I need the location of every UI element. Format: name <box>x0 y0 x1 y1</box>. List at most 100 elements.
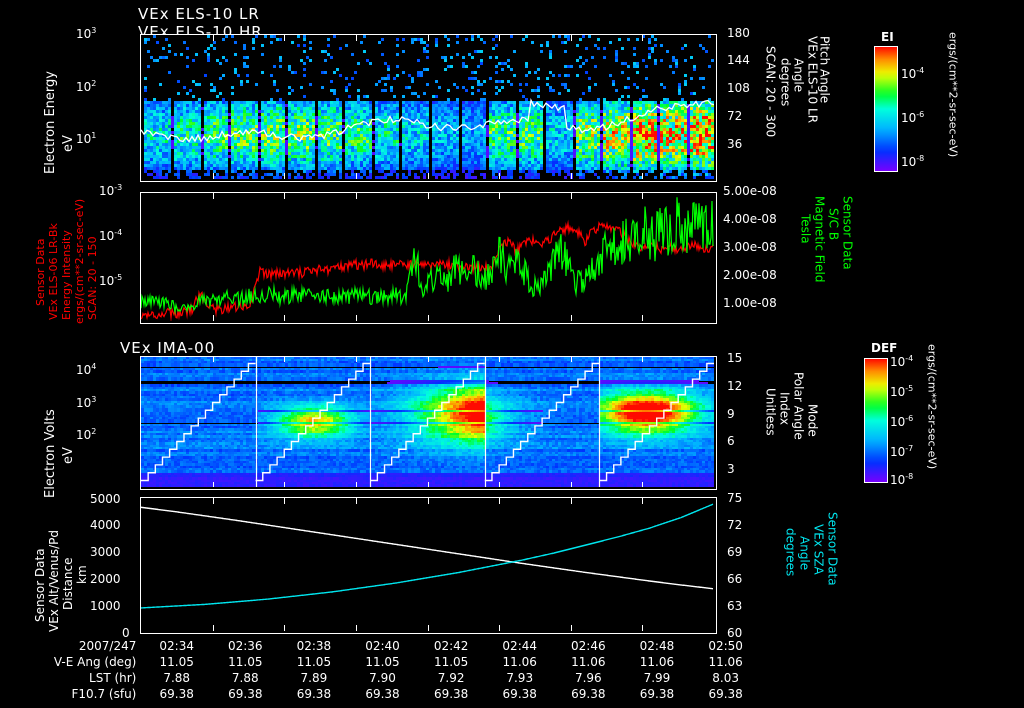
panel1-ytick-1: 102 <box>76 79 97 94</box>
panel1-left-axis-label: Electron Energy <box>43 71 58 174</box>
table-cell: 11.05 <box>296 655 332 669</box>
table-cell: 02:34 <box>159 639 194 653</box>
table-cell: 02:50 <box>708 639 743 653</box>
panel2-canvas <box>141 193 714 321</box>
table-cell: 7.92 <box>437 671 465 685</box>
panel1-spectrogram <box>140 34 717 182</box>
panel3-rtick-1: 12 <box>727 379 743 393</box>
table-cell: 11.05 <box>365 655 400 669</box>
panel2-rtick-2: 3.00e-08 <box>723 240 777 254</box>
panel3-ytick-2: 102 <box>76 427 97 442</box>
table-cell: 11.06 <box>639 655 675 669</box>
panel1-cbtick-2: 10-8 <box>901 154 925 169</box>
panel1-right-axis-scan: SCAN: 20 - 300 <box>763 46 778 138</box>
panel4-canvas <box>141 498 714 631</box>
panel3-ytick-0: 104 <box>76 362 97 377</box>
panel2-ytick-1: 10-4 <box>99 228 123 243</box>
panel3-right-line-3: Unitless <box>763 388 778 436</box>
table-cell: 11.06 <box>502 655 537 669</box>
table-cell: 02:38 <box>296 639 332 653</box>
panel4-ytick-3: 2000 <box>90 572 121 586</box>
bottom-annotation-table: 2007/247 02:34 02:36 02:38 02:40 02:42 02:44 02… <box>0 638 760 702</box>
table-cell: 02:44 <box>502 639 538 653</box>
table-cell: 02:40 <box>365 639 400 653</box>
table-row: 2007/247 02:34 02:36 02:38 02:40 02:42 02:44 02… <box>0 638 760 654</box>
panel1-left-axis-units: eV <box>61 135 76 152</box>
panel1-rtick-2: 108 <box>727 81 750 95</box>
panel4-rtick-2: 69 <box>727 545 743 559</box>
panel4-rtick-1: 72 <box>727 518 743 532</box>
table-cell: 69.38 <box>433 687 469 701</box>
panel4-right-line-1: VEx SZA <box>811 524 826 575</box>
panel3-spectrogram <box>140 356 717 490</box>
table-row-label: LST (hr) <box>89 671 137 685</box>
table-cell: 11.06 <box>708 655 743 669</box>
panel4-left-line-3: km <box>75 565 89 584</box>
panel2-left-line-4: SCAN: 20 - 150 <box>86 236 99 320</box>
panel4-right-line-0: Sensor Data <box>825 512 840 586</box>
panel4-rtick-0: 75 <box>727 491 743 505</box>
table-cell: 69.38 <box>502 687 537 701</box>
panel1-rtick-3: 72 <box>727 109 743 123</box>
panel4-ytick-5: 0 <box>122 626 130 640</box>
panel2-ytick-0: 10-3 <box>99 183 123 198</box>
table-cell: 02:46 <box>571 639 606 653</box>
table-cell: 7.90 <box>369 671 396 685</box>
table-cell: 02:42 <box>433 639 469 653</box>
table-cell: 7.88 <box>163 671 191 685</box>
panel1-canvas <box>141 35 714 179</box>
table-cell: 69.38 <box>571 687 606 701</box>
table-cell: 69.38 <box>708 687 743 701</box>
table-cell: 7.99 <box>643 671 671 685</box>
panel4-rtick-3: 66 <box>727 572 743 586</box>
panel1-colorbar-label: EI <box>881 30 894 44</box>
panel3-rtick-2: 9 <box>727 407 735 421</box>
panel4-rtick-5: 60 <box>727 626 743 640</box>
panel4-left-line-1: VEx Alt/Venus/Pd <box>47 529 61 632</box>
panel1-ytick-0: 103 <box>76 26 97 41</box>
table-cell: 7.93 <box>506 671 534 685</box>
panel2-left-line-0: Sensor Data <box>34 238 47 306</box>
panel3-cbtick-0: 10-4 <box>890 354 914 369</box>
panel2-right-line-2: Magnetic Field <box>812 196 827 283</box>
panel2-ytick-2: 10-5 <box>99 273 123 288</box>
table-cell: 11.05 <box>159 655 194 669</box>
panel3-right-line-1: Polar Angle <box>791 372 806 440</box>
panel2-rtick-0: 5.00e-08 <box>723 184 777 198</box>
panel3-right-line-0: Mode <box>805 404 820 437</box>
panel1-cbtick-0: 10-4 <box>901 66 925 81</box>
panel4-rtick-4: 63 <box>727 599 743 613</box>
panel1-title-line1: VEx ELS-10 LR <box>138 5 260 23</box>
panel3-colorbar-label: DEF <box>871 341 898 355</box>
table-row: F10.7 (sfu) 69.38 69.38 69.38 69.38 69.38 69.3… <box>0 686 760 702</box>
panel2-left-line-3: ergs/(cm**2-sr-sec-eV) <box>73 198 86 324</box>
table-cell: 69.38 <box>228 687 263 701</box>
panel1-rtick-1: 144 <box>727 53 750 67</box>
panel4-lineplot <box>140 497 717 634</box>
panel4-right-line-2: Angle <box>797 536 812 571</box>
table-cell: 02:48 <box>639 639 675 653</box>
panel3-colorbar-units: ergs/(cm**2-sr-sec-eV) <box>925 344 939 470</box>
panel1-cbtick-1: 10-6 <box>901 110 925 125</box>
panel1-rtick-0: 180 <box>727 26 750 40</box>
panel1-right-axis-quantity: Angle <box>791 58 806 93</box>
panel2-timeseries <box>140 192 717 324</box>
table-cell: 69.38 <box>296 687 332 701</box>
panel2-right-line-1: S/C B <box>826 208 841 241</box>
panel4-left-line-0: Sensor Data <box>33 548 47 622</box>
panel4-left-line-2: Distance <box>61 557 75 610</box>
table-cell: 7.96 <box>574 671 602 685</box>
table-row: LST (hr) 7.88 7.88 7.89 7.90 7.92 7.93 7.96 7.99… <box>0 670 760 686</box>
table-row-label: 2007/247 <box>78 639 137 653</box>
panel1-colorbar-gradient <box>874 46 898 172</box>
table-cell: 7.89 <box>300 671 328 685</box>
panel1-ytick-2: 101 <box>76 131 97 146</box>
panel2-left-line-1: VEx ELS-06 LR-Bk <box>47 223 60 320</box>
panel3-title: VEx IMA-00 <box>120 339 216 357</box>
panel3-canvas <box>141 357 714 487</box>
table-cell: 8.03 <box>712 671 739 685</box>
panel2-left-line-2: Energy Intensity <box>60 230 73 320</box>
panel1-right-axis-units: degrees <box>778 58 793 107</box>
panel1-rtick-4: 36 <box>727 137 743 151</box>
